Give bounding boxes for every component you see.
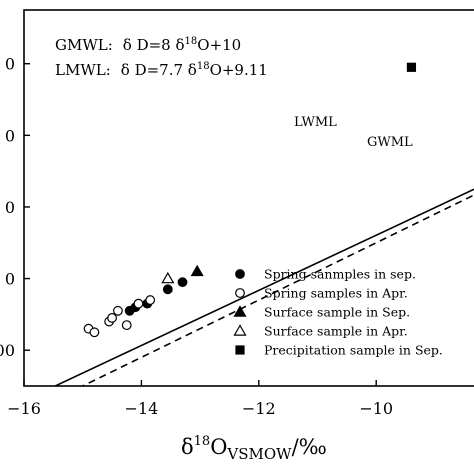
y-tick-label: 0: [5, 55, 15, 74]
data-point: [113, 305, 123, 316]
legend-label: Precipitation sample in Sep.: [264, 343, 443, 358]
legend-marker: [235, 345, 245, 355]
y-tick-label: 0: [5, 270, 15, 289]
x-tick-label: −10: [359, 399, 393, 418]
data-point: [89, 327, 100, 338]
data-point: [107, 313, 117, 323]
gmwl-equation: GMWL: δ D=8 δ18O+10: [55, 36, 241, 54]
gwml-line: [53, 188, 474, 386]
x-tick-label: −16: [7, 399, 41, 418]
x-tick-label: −14: [125, 399, 159, 418]
legend-marker: [233, 305, 247, 317]
y-tick-label: 00: [0, 341, 15, 360]
data-point: [406, 62, 417, 72]
data-point: [145, 295, 156, 305]
lmwl-equation: LMWL: δ D=7.7 δ18O+9.11: [55, 61, 268, 79]
data-point: [177, 277, 188, 288]
y-tick-label: 0: [5, 198, 15, 217]
legend-marker: [233, 324, 247, 336]
legend-label: Surface sample in Apr.: [264, 324, 408, 339]
gwml-line-label: GWML: [367, 135, 413, 150]
legend: Spring sanmples in sep. Spring samples in…: [233, 267, 443, 358]
data-point: [133, 298, 144, 309]
legend-label: Surface sample in Sep.: [264, 305, 410, 320]
data-point: [161, 271, 175, 284]
plot-frame: [23, 9, 474, 387]
data-point: [162, 284, 173, 295]
x-axis-label: δ18OVSMOW/‰: [181, 434, 327, 463]
legend-marker: [235, 269, 245, 279]
y-tick-label: 0: [5, 126, 15, 145]
lwml-line-label: LWML: [294, 115, 337, 130]
legend-marker: [235, 288, 245, 298]
data-point: [190, 264, 204, 277]
legend-label: Spring samples in Apr.: [264, 286, 408, 301]
data-point: [121, 320, 132, 331]
x-tick-label: −12: [242, 399, 276, 418]
legend-label: Spring sanmples in sep.: [264, 267, 416, 282]
